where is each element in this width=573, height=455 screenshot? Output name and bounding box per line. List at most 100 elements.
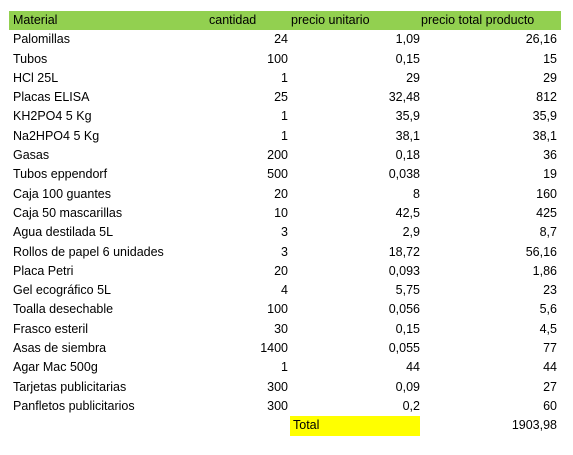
cell-cantidad[interactable]: 1	[281, 360, 288, 375]
cell-material[interactable]: Panfletos publicitarios	[13, 398, 135, 413]
cell-precio-unitario[interactable]: 5,75	[395, 283, 420, 298]
cell-cantidad[interactable]: 30	[274, 321, 288, 336]
cell-precio-unitario[interactable]: 0,15	[395, 321, 420, 336]
header-row: Material cantidad precio unitario precio…	[9, 11, 561, 31]
cell-precio-unitario[interactable]: 44	[406, 360, 420, 375]
table-row: Agua destilada 5L 3 2,9 8,7	[9, 223, 561, 242]
cell-material[interactable]: Gel ecográfico 5L	[13, 283, 111, 298]
cell-precio-unitario[interactable]: 0,18	[395, 148, 420, 163]
cell-precio-unitario[interactable]: 0,055	[388, 341, 420, 356]
cell-precio-unitario[interactable]: 0,056	[388, 302, 420, 317]
table-row: Frasco esteril 30 0,15 4,5	[9, 320, 561, 339]
cell-precio-total[interactable]: 29	[543, 70, 557, 85]
cell-precio-unitario[interactable]: 0,093	[388, 263, 420, 278]
cell-precio-total[interactable]: 26,16	[525, 32, 557, 47]
cell-precio-unitario[interactable]: 42,5	[395, 205, 420, 220]
cell-precio-total[interactable]: 23	[543, 283, 557, 298]
cell-cantidad[interactable]: 1	[281, 70, 288, 85]
cell-precio-unitario[interactable]: 32,48	[388, 90, 420, 105]
cell-cantidad[interactable]: 100	[267, 302, 288, 317]
table-row: Placa Petri 20 0,093 1,86	[9, 262, 561, 281]
total-value[interactable]: 1903,98	[511, 418, 557, 433]
cell-precio-unitario[interactable]: 18,72	[388, 244, 420, 259]
cell-precio-unitario[interactable]: 2,9	[402, 225, 420, 240]
cell-precio-total[interactable]: 77	[543, 341, 557, 356]
cell-material[interactable]: Na2HPO4 5 Kg	[13, 128, 100, 143]
header-precio-total[interactable]: precio total producto	[421, 13, 535, 27]
spreadsheet: Material cantidad precio unitario precio…	[9, 11, 561, 436]
header-cantidad[interactable]: cantidad	[209, 13, 257, 27]
cell-precio-total[interactable]: 27	[543, 379, 557, 394]
header-precio-unitario[interactable]: precio unitario	[291, 13, 370, 27]
cell-precio-total[interactable]: 36	[543, 148, 557, 163]
cell-precio-unitario[interactable]: 38,1	[395, 128, 420, 143]
table-row: Caja 100 guantes 20 8 160	[9, 185, 561, 204]
cell-material[interactable]: Tubos eppendorf	[13, 167, 108, 182]
cell-material[interactable]: Gasas	[13, 148, 50, 163]
cell-precio-total[interactable]: 35,9	[532, 109, 557, 124]
cell-precio-unitario[interactable]: 1,09	[395, 32, 420, 47]
cell-precio-total[interactable]: 38,1	[532, 128, 557, 143]
cell-material[interactable]: Agua destilada 5L	[13, 225, 114, 240]
cell-cantidad[interactable]: 300	[267, 398, 288, 413]
cell-cantidad[interactable]: 100	[267, 51, 288, 66]
cell-cantidad[interactable]: 3	[281, 225, 288, 240]
cell-precio-unitario[interactable]: 8	[413, 186, 420, 201]
cell-material[interactable]: Asas de siembra	[13, 341, 107, 356]
cell-cantidad[interactable]: 200	[267, 148, 288, 163]
table-row: Rollos de papel 6 unidades 3 18,72 56,16	[9, 243, 561, 262]
cell-material[interactable]: Toalla desechable	[13, 302, 114, 317]
cell-material[interactable]: Agar Mac 500g	[13, 360, 98, 375]
cell-cantidad[interactable]: 24	[274, 32, 288, 47]
cell-cantidad[interactable]: 20	[274, 186, 288, 201]
cell-precio-total[interactable]: 5,6	[539, 302, 557, 317]
cell-material[interactable]: Palomillas	[13, 32, 70, 47]
cell-material[interactable]: Tubos	[13, 51, 48, 66]
cell-precio-unitario[interactable]: 0,2	[402, 398, 420, 413]
cell-precio-total[interactable]: 44	[543, 360, 557, 375]
cell-precio-unitario[interactable]: 35,9	[395, 109, 420, 124]
total-label: Total	[293, 418, 320, 433]
cell-cantidad[interactable]: 500	[267, 167, 288, 182]
cell-material[interactable]: Caja 100 guantes	[13, 186, 111, 201]
cell-precio-unitario[interactable]: 29	[406, 70, 420, 85]
cell-cantidad[interactable]: 4	[281, 283, 288, 298]
total-label-cell[interactable]	[290, 416, 420, 436]
cell-cantidad[interactable]: 1	[281, 128, 288, 143]
cell-cantidad[interactable]: 3	[281, 244, 288, 259]
cell-cantidad[interactable]: 300	[267, 379, 288, 394]
cell-precio-total[interactable]: 425	[536, 205, 557, 220]
table-row: Toalla desechable 100 0,056 5,6	[9, 300, 561, 319]
cell-material[interactable]: KH2PO4 5 Kg	[13, 109, 92, 124]
cell-cantidad[interactable]: 1	[281, 109, 288, 124]
cell-material[interactable]: Frasco esteril	[13, 321, 89, 336]
cell-precio-total[interactable]: 19	[543, 167, 557, 182]
cell-precio-total[interactable]: 1,86	[532, 263, 557, 278]
cell-material[interactable]: HCl 25L	[13, 70, 59, 85]
cell-precio-unitario[interactable]: 0,038	[388, 167, 420, 182]
cell-cantidad[interactable]: 20	[274, 263, 288, 278]
cell-cantidad[interactable]: 10	[274, 205, 288, 220]
cell-precio-unitario[interactable]: 0,15	[395, 51, 420, 66]
cell-cantidad[interactable]: 1400	[260, 341, 288, 356]
cell-precio-total[interactable]: 15	[543, 51, 557, 66]
cell-precio-total[interactable]: 8,7	[539, 225, 557, 240]
table-row: Placas ELISA 25 32,48 812	[9, 88, 561, 107]
table-row: Panfletos publicitarios 300 0,2 60	[9, 397, 561, 416]
header-material[interactable]: Material	[13, 13, 58, 27]
cell-material[interactable]: Caja 50 mascarillas	[13, 205, 123, 220]
cell-material[interactable]: Rollos de papel 6 unidades	[13, 244, 164, 259]
cell-material[interactable]: Placa Petri	[13, 263, 74, 278]
cell-precio-unitario[interactable]: 0,09	[395, 379, 420, 394]
cell-material[interactable]: Tarjetas publicitarias	[13, 379, 127, 394]
cell-precio-total[interactable]: 812	[536, 90, 557, 105]
cell-material[interactable]: Placas ELISA	[13, 90, 90, 105]
cell-precio-total[interactable]: 4,5	[539, 321, 557, 336]
table-row: Na2HPO4 5 Kg 1 38,1 38,1	[9, 127, 561, 146]
table-body: Palomillas 24 1,09 26,16 Tubos 100 0,15 15 HCl 2…	[9, 30, 561, 416]
cell-precio-total[interactable]: 60	[543, 398, 557, 413]
table-row: Tarjetas publicitarias 300 0,09 27	[9, 378, 561, 397]
cell-cantidad[interactable]: 25	[274, 90, 288, 105]
cell-precio-total[interactable]: 56,16	[525, 244, 557, 259]
cell-precio-total[interactable]: 160	[536, 186, 557, 201]
